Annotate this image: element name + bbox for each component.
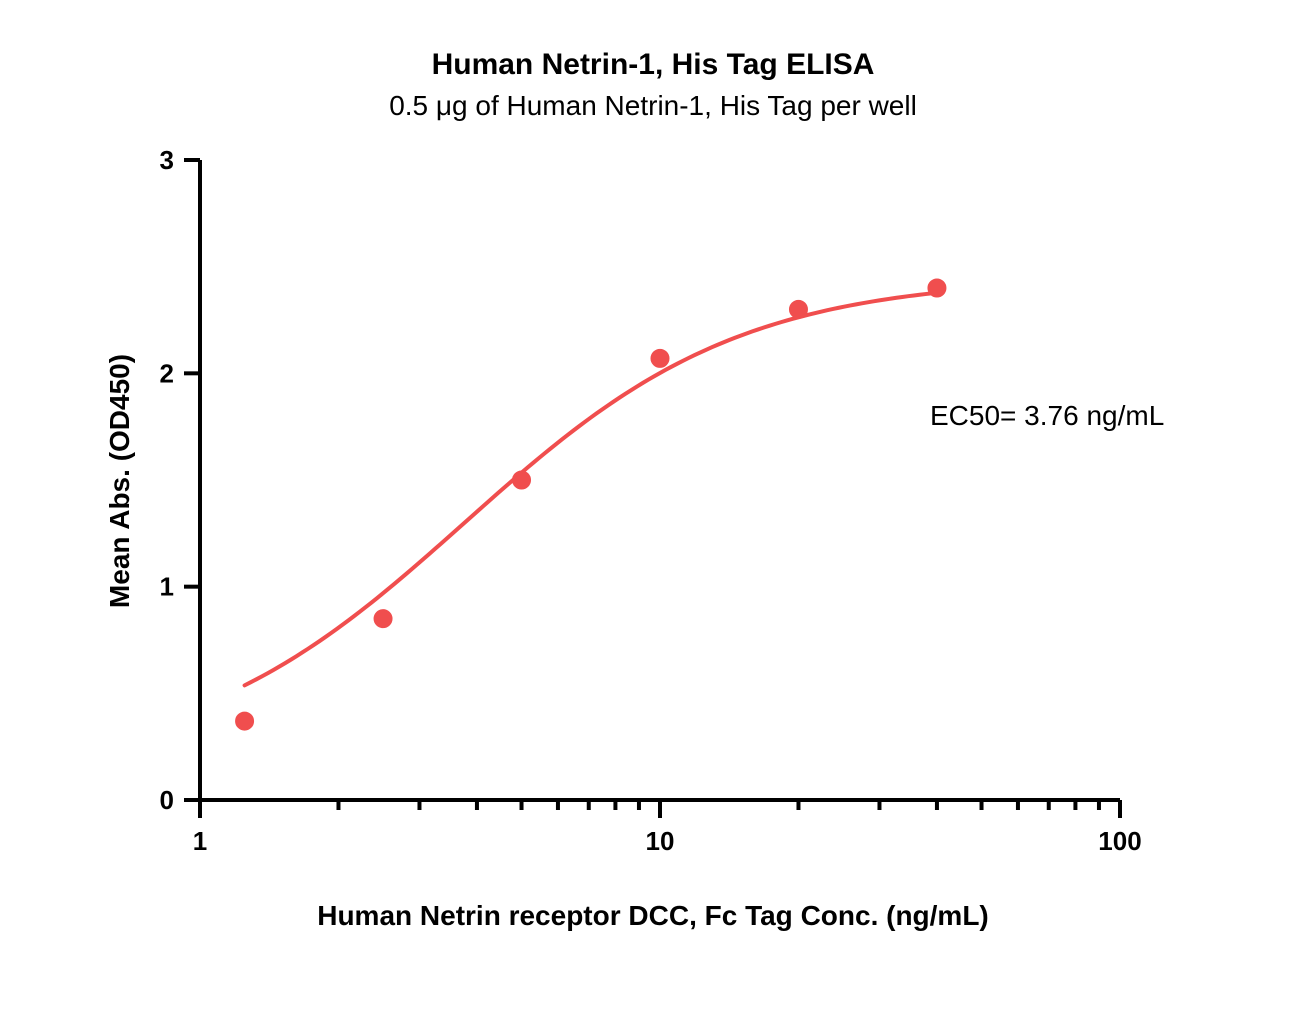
svg-text:3: 3 (160, 145, 174, 175)
svg-text:100: 100 (1098, 826, 1141, 856)
svg-text:1: 1 (193, 826, 207, 856)
svg-text:1: 1 (160, 572, 174, 602)
svg-text:0: 0 (160, 785, 174, 815)
plot-area: 0123110100 (0, 0, 1306, 1011)
svg-text:10: 10 (646, 826, 675, 856)
chart-canvas: Human Netrin-1, His Tag ELISA 0.5 μg of … (0, 0, 1306, 1011)
svg-text:2: 2 (160, 358, 174, 388)
